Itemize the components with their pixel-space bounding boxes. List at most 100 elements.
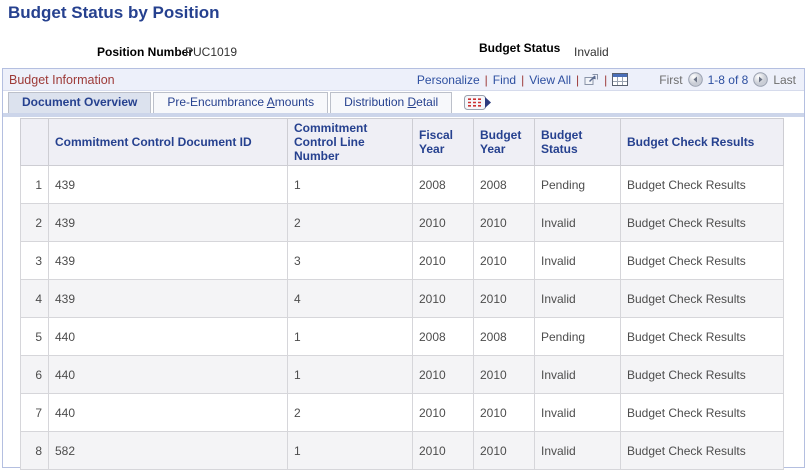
row-number-header bbox=[20, 118, 49, 166]
cell-line-number: 2 bbox=[287, 393, 413, 432]
next-page-icon[interactable] bbox=[753, 72, 769, 87]
cell-budget-status: Invalid bbox=[534, 241, 621, 280]
table-row: 4 439 4 2010 2010 Invalid Budget Check R… bbox=[20, 279, 784, 318]
table-row: 7 440 2 2010 2010 Invalid Budget Check R… bbox=[20, 393, 784, 432]
budget-information-groupbox: Budget Information Personalize | Find | … bbox=[2, 68, 805, 470]
cell-fiscal-year: 2010 bbox=[412, 431, 474, 470]
cell-budget-check-results-link[interactable]: Budget Check Results bbox=[620, 317, 784, 356]
cell-budget-status: Invalid bbox=[534, 431, 621, 470]
separator: | bbox=[484, 72, 488, 87]
cell-line-number: 1 bbox=[287, 317, 413, 356]
cell-budget-check-results-link[interactable]: Budget Check Results bbox=[620, 393, 784, 432]
cell-budget-status: Invalid bbox=[534, 279, 621, 318]
row-number: 1 bbox=[20, 165, 49, 204]
cell-fiscal-year: 2010 bbox=[412, 355, 474, 394]
pagination-first[interactable]: First bbox=[659, 72, 683, 87]
cell-budget-status: Pending bbox=[534, 165, 621, 204]
cell-doc-id: 439 bbox=[48, 279, 288, 318]
table-row: 3 439 3 2010 2010 Invalid Budget Check R… bbox=[20, 241, 784, 280]
cell-line-number: 3 bbox=[287, 241, 413, 280]
cell-line-number: 4 bbox=[287, 279, 413, 318]
cell-budget-year: 2010 bbox=[473, 203, 535, 242]
groupbox-title: Budget Information bbox=[9, 72, 115, 87]
cell-fiscal-year: 2008 bbox=[412, 317, 474, 356]
cell-line-number: 1 bbox=[287, 431, 413, 470]
cell-fiscal-year: 2008 bbox=[412, 165, 474, 204]
row-number: 6 bbox=[20, 355, 49, 394]
show-all-columns-icon[interactable] bbox=[464, 95, 492, 110]
pagination-last[interactable]: Last bbox=[773, 72, 796, 87]
view-all-link[interactable]: View All bbox=[529, 72, 572, 87]
header-budget-status: Budget Status bbox=[534, 118, 621, 166]
cell-doc-id: 439 bbox=[48, 203, 288, 242]
row-number: 3 bbox=[20, 241, 49, 280]
new-window-icon[interactable] bbox=[584, 73, 599, 86]
table-row: 8 582 1 2010 2010 Invalid Budget Check R… bbox=[20, 431, 784, 470]
cell-line-number: 1 bbox=[287, 355, 413, 394]
row-number: 7 bbox=[20, 393, 49, 432]
position-number-value: PUC1019 bbox=[185, 45, 238, 59]
separator: | bbox=[604, 72, 608, 87]
cell-line-number: 2 bbox=[287, 203, 413, 242]
groupbox-header: Budget Information Personalize | Find | … bbox=[3, 69, 804, 91]
tab-bar: Document Overview Pre-Encumbrance Amount… bbox=[3, 91, 804, 113]
active-tab-strip bbox=[3, 113, 804, 117]
budget-grid: Commitment Control Document ID Commitmen… bbox=[20, 118, 784, 470]
cell-budget-year: 2010 bbox=[473, 355, 535, 394]
cell-budget-year: 2008 bbox=[473, 165, 535, 204]
find-link[interactable]: Find bbox=[492, 72, 517, 87]
cell-budget-check-results-link[interactable]: Budget Check Results bbox=[620, 165, 784, 204]
separator: | bbox=[521, 72, 525, 87]
budget-status-value: Invalid bbox=[574, 45, 609, 59]
header-line-number: Commitment Control Line Number bbox=[287, 118, 413, 166]
cell-budget-year: 2010 bbox=[473, 241, 535, 280]
cell-budget-check-results-link[interactable]: Budget Check Results bbox=[620, 431, 784, 470]
table-row: 2 439 2 2010 2010 Invalid Budget Check R… bbox=[20, 203, 784, 242]
previous-page-icon[interactable] bbox=[687, 72, 703, 87]
cell-fiscal-year: 2010 bbox=[412, 393, 474, 432]
tab-distribution-detail[interactable]: Distribution Detail bbox=[330, 92, 453, 113]
cell-budget-year: 2010 bbox=[473, 431, 535, 470]
cell-doc-id: 440 bbox=[48, 317, 288, 356]
row-number: 4 bbox=[20, 279, 49, 318]
table-row: 1 439 1 2008 2008 Pending Budget Check R… bbox=[20, 165, 784, 204]
personalize-link[interactable]: Personalize bbox=[416, 72, 480, 87]
cell-doc-id: 440 bbox=[48, 355, 288, 394]
cell-fiscal-year: 2010 bbox=[412, 203, 474, 242]
page-title: Budget Status by Position bbox=[8, 3, 220, 22]
pagination-range: 1-8 of 8 bbox=[707, 72, 749, 87]
header-budget-year: Budget Year bbox=[473, 118, 535, 166]
cell-doc-id: 439 bbox=[48, 241, 288, 280]
cell-line-number: 1 bbox=[287, 165, 413, 204]
cell-fiscal-year: 2010 bbox=[412, 279, 474, 318]
cell-budget-check-results-link[interactable]: Budget Check Results bbox=[620, 203, 784, 242]
groupbox-toolbar: Personalize | Find | View All | | bbox=[417, 72, 796, 87]
cell-fiscal-year: 2010 bbox=[412, 241, 474, 280]
cell-budget-check-results-link[interactable]: Budget Check Results bbox=[620, 355, 784, 394]
download-grid-icon[interactable] bbox=[612, 73, 629, 86]
tab-document-overview[interactable]: Document Overview bbox=[8, 92, 152, 113]
tab-pre-encumbrance-amounts[interactable]: Pre-Encumbrance Amounts bbox=[153, 92, 329, 113]
grid-body: 1 439 1 2008 2008 Pending Budget Check R… bbox=[20, 165, 784, 470]
row-number: 8 bbox=[20, 431, 49, 470]
header-budget-check-results: Budget Check Results bbox=[620, 118, 784, 166]
cell-budget-status: Invalid bbox=[534, 393, 621, 432]
budget-status-label: Budget Status bbox=[479, 41, 561, 55]
position-number-label: Position Number bbox=[97, 45, 194, 59]
row-number: 5 bbox=[20, 317, 49, 356]
cell-doc-id: 440 bbox=[48, 393, 288, 432]
cell-doc-id: 439 bbox=[48, 165, 288, 204]
separator: | bbox=[576, 72, 580, 87]
grid-pagination: First 1-8 of 8 Last bbox=[659, 72, 796, 87]
cell-budget-check-results-link[interactable]: Budget Check Results bbox=[620, 241, 784, 280]
header-doc-id: Commitment Control Document ID bbox=[48, 118, 288, 166]
table-row: 6 440 1 2010 2010 Invalid Budget Check R… bbox=[20, 355, 784, 394]
cell-budget-year: 2010 bbox=[473, 279, 535, 318]
cell-budget-check-results-link[interactable]: Budget Check Results bbox=[620, 279, 784, 318]
row-number: 2 bbox=[20, 203, 49, 242]
cell-budget-status: Pending bbox=[534, 317, 621, 356]
cell-budget-year: 2010 bbox=[473, 393, 535, 432]
table-row: 5 440 1 2008 2008 Pending Budget Check R… bbox=[20, 317, 784, 356]
grid-header-row: Commitment Control Document ID Commitmen… bbox=[20, 118, 784, 166]
cell-doc-id: 582 bbox=[48, 431, 288, 470]
